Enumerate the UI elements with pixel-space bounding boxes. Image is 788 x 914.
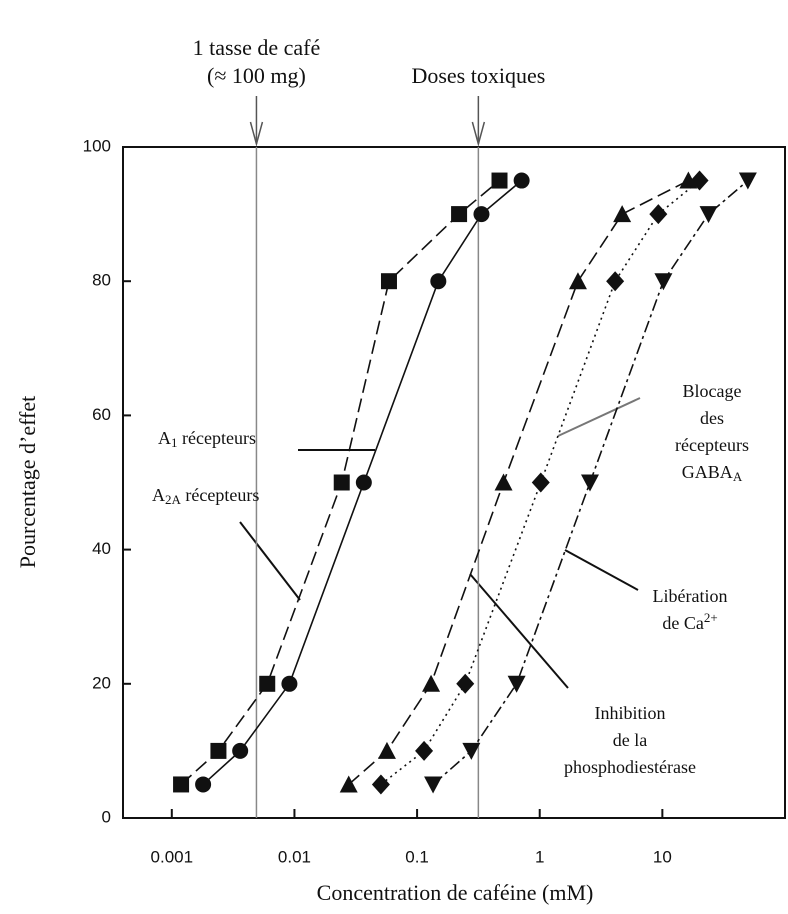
marker xyxy=(371,774,390,795)
annotation: de la xyxy=(613,730,647,750)
marker xyxy=(513,172,530,189)
annotation: Blocage xyxy=(683,381,742,401)
annotation: A2A récepteurs xyxy=(152,485,259,507)
marker xyxy=(606,271,625,292)
y-tick-label: 40 xyxy=(92,539,111,558)
annotation-run: A xyxy=(152,485,165,505)
annotation-run: Blocage xyxy=(683,381,742,401)
marker xyxy=(531,472,550,493)
marker xyxy=(491,172,508,189)
marker xyxy=(339,775,358,793)
marker xyxy=(173,776,190,793)
x-tick-label: 0.01 xyxy=(278,847,311,866)
annotation-run: récepteurs xyxy=(178,428,256,448)
marker xyxy=(738,172,757,190)
annotation-run: Libération xyxy=(653,586,728,606)
y-axis-label: Pourcentage d’effet xyxy=(15,396,40,568)
annotation-run: de Ca xyxy=(662,613,703,633)
annotation: Inhibition xyxy=(595,703,666,723)
annotation-run: récepteurs xyxy=(181,485,259,505)
marker xyxy=(451,206,468,223)
annotation-run: phosphodiestérase xyxy=(564,757,696,777)
marker xyxy=(580,474,599,492)
marker xyxy=(355,474,372,491)
annotation-run: 2+ xyxy=(704,610,718,625)
annotation: phosphodiestérase xyxy=(564,757,696,777)
marker xyxy=(424,776,443,794)
marker xyxy=(462,742,481,760)
marker xyxy=(699,206,718,224)
annotation: GABAA xyxy=(682,462,743,484)
marker xyxy=(232,742,249,759)
marker xyxy=(380,273,397,290)
leader-line xyxy=(469,573,569,689)
marker xyxy=(415,740,434,761)
y-tick-label: 80 xyxy=(92,271,111,290)
leader-lines xyxy=(239,397,641,689)
marker xyxy=(210,742,227,759)
annotation: de Ca2+ xyxy=(662,610,717,633)
marker xyxy=(654,273,673,291)
plot-frame xyxy=(122,146,786,819)
reference-label: 1 tasse de café xyxy=(193,35,321,60)
annotation-run: de la xyxy=(613,730,647,750)
marker xyxy=(281,675,298,692)
annotation: Libération xyxy=(653,586,728,606)
annotation: A1 récepteurs xyxy=(158,428,256,450)
marker xyxy=(377,741,396,759)
x-tick-label: 0.001 xyxy=(151,847,194,866)
annotation: des xyxy=(700,408,724,428)
marker xyxy=(679,171,698,189)
leader-line xyxy=(564,549,639,591)
annotation-run: GABA xyxy=(682,462,733,482)
marker xyxy=(422,674,441,692)
leader-line xyxy=(557,397,641,437)
y-tick-label: 100 xyxy=(83,136,111,155)
marker xyxy=(494,473,513,491)
marker xyxy=(195,776,212,793)
x-tick-label: 0.1 xyxy=(405,847,429,866)
y-tick-label: 60 xyxy=(92,405,111,424)
marker xyxy=(568,272,587,290)
annotation-run: des xyxy=(700,408,724,428)
annotation-run: A xyxy=(733,469,743,484)
annotation-run: récepteurs xyxy=(675,435,749,455)
marker xyxy=(456,673,475,694)
marker xyxy=(613,205,632,223)
y-tick-label: 20 xyxy=(92,673,111,692)
annotation-run: A xyxy=(158,428,171,448)
annotation-run: 2A xyxy=(165,492,182,507)
arrow-head xyxy=(249,121,264,147)
y-tick-label: 0 xyxy=(102,807,111,826)
marker xyxy=(333,474,350,491)
annotation-run: 1 xyxy=(171,435,178,450)
reference-label: (≈ 100 mg) xyxy=(207,63,306,88)
x-tick-label: 10 xyxy=(653,847,672,866)
annotation: récepteurs xyxy=(675,435,749,455)
x-tick-label: 1 xyxy=(535,847,544,866)
marker xyxy=(507,675,526,693)
annotation-run: Inhibition xyxy=(595,703,666,723)
marker xyxy=(473,206,490,223)
reference-label: Doses toxiques xyxy=(411,63,545,88)
arrow-head xyxy=(471,121,486,147)
marker xyxy=(259,675,276,692)
leader-line xyxy=(239,521,301,601)
marker xyxy=(649,204,668,225)
x-axis-label: Concentration de caféine (mM) xyxy=(317,880,594,905)
marker xyxy=(430,273,447,290)
marker xyxy=(690,170,709,191)
